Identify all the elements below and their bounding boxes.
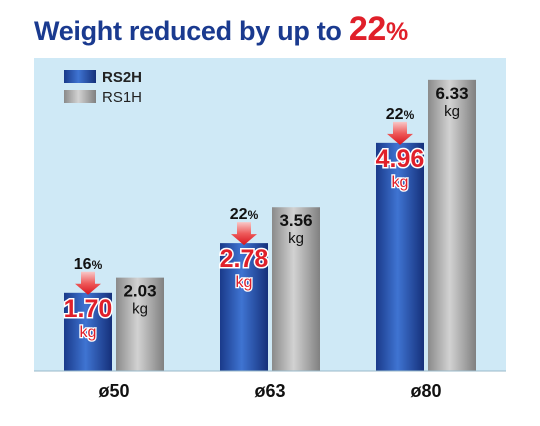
reduction-label-2: 22% (386, 106, 415, 123)
value-label-rs2h-0: 1.70 (64, 295, 113, 323)
value-label-rs1h-0: 2.03 (123, 282, 156, 301)
unit-label-rs2h-1: kg (236, 274, 253, 291)
reduction-arrow-icon-1 (231, 222, 257, 246)
value-label-rs1h-2: 6.33 (435, 84, 468, 103)
blue-gradient-swatch-icon (64, 70, 96, 83)
bar-rs2h-0 (64, 292, 112, 371)
bar-rs2h-1 (220, 243, 268, 371)
category-label-1: ø63 (254, 381, 285, 401)
unit-label-rs1h-1: kg (288, 230, 304, 247)
unit-label-rs1h-0: kg (132, 301, 148, 318)
value-label-rs1h-1: 3.56 (279, 211, 312, 230)
bar-rs2h-2 (376, 142, 424, 371)
category-label-0: ø50 (98, 381, 129, 401)
value-label-rs2h-2: 4.96 (376, 145, 425, 173)
unit-label-rs1h-2: kg (444, 103, 460, 120)
reduction-arrow-icon-2 (387, 121, 413, 145)
bar-rs1h-1 (272, 207, 320, 371)
gray-gradient-swatch-icon (64, 90, 96, 103)
bar-rs1h-2 (428, 79, 476, 371)
reduction-arrow-icon-0 (75, 271, 101, 295)
legend-label-rs1h: RS1H (102, 89, 142, 106)
value-label-rs2h-1: 2.78 (220, 245, 269, 273)
reduction-label-1: 22% (230, 206, 259, 223)
chart-title: Weight reduced by up to 22% (34, 10, 408, 49)
chart-panel (34, 58, 506, 371)
reduction-label-0: 16% (74, 256, 103, 273)
legend-label-rs2h: RS2H (102, 69, 142, 86)
category-label-2: ø80 (410, 381, 441, 401)
title-highlight: 22 (348, 10, 387, 48)
unit-label-rs2h-0: kg (80, 324, 97, 341)
unit-label-rs2h-2: kg (392, 174, 409, 191)
legend: RS2H RS1H (64, 69, 142, 106)
bar-rs1h-0 (116, 277, 164, 371)
title-unit: % (386, 18, 408, 46)
title-prefix: Weight reduced by up to (34, 16, 349, 46)
